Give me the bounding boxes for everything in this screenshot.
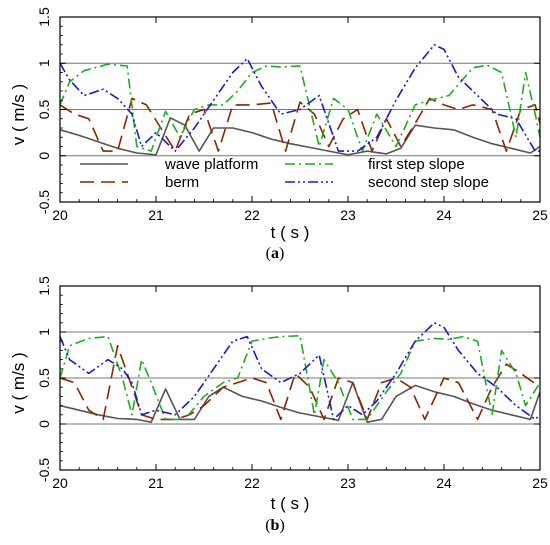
legend-label: wave platform [164, 156, 258, 173]
x-tick-label: 21 [148, 207, 164, 223]
y-tick-label: 0.5 [36, 100, 52, 120]
y-axis-label: v ( m/s ) [9, 352, 28, 413]
x-tick-label: 25 [532, 207, 548, 223]
series-line-berm [59, 97, 541, 152]
x-tick-label: 20 [52, 207, 68, 223]
series-line-second-step-slope [59, 321, 541, 421]
legend-label: second step slope [368, 174, 489, 191]
series-line-wave-platform [59, 117, 541, 156]
panel-label-part: a [271, 245, 279, 262]
series-line-first-step-slope [59, 63, 541, 152]
x-tick-label: 24 [436, 207, 452, 223]
y-tick-label: 1 [36, 59, 52, 67]
x-tick-label: 21 [148, 475, 164, 491]
panel-label-part: ( [266, 245, 271, 262]
x-tick-label: 25 [532, 475, 548, 491]
y-tick-label: 0.5 [36, 368, 52, 388]
panel-label: (a) [266, 245, 285, 262]
x-tick-label: 23 [340, 207, 356, 223]
x-axis-label: t ( s ) [271, 494, 310, 513]
y-tick-label: -0.5 [36, 458, 52, 482]
panel-label: (b) [265, 517, 285, 534]
panel-label-part: ) [279, 517, 284, 534]
y-axis-label: v ( m/s ) [9, 84, 28, 145]
x-tick-label: 22 [244, 475, 260, 491]
chart-panel-1: -0.5 0 0.5 1 1.5 20 21 22 23 24 25 t ( s ) v ( m/s )… [9, 276, 548, 534]
panel-label-part: ) [279, 245, 284, 262]
series-line-second-step-slope [59, 43, 540, 152]
series-line-first-step-slope [59, 334, 541, 421]
y-tick-label: 1.5 [36, 276, 52, 296]
y-tick-label: 1.5 [36, 7, 52, 27]
y-tick-label: 0 [36, 152, 52, 160]
x-axis-label: t ( s ) [271, 223, 310, 242]
x-tick-label: 20 [52, 475, 68, 491]
series-line-wave-platform [59, 381, 541, 424]
x-tick-label: 22 [244, 207, 260, 223]
panel-label-part: b [271, 517, 280, 534]
panel-label-part: ( [265, 517, 270, 534]
y-tick-label: 0 [36, 420, 52, 428]
x-tick-label: 24 [436, 475, 452, 491]
y-tick-label: -0.5 [36, 190, 52, 214]
legend-label: first step slope [368, 156, 465, 173]
x-tick-label: 23 [340, 475, 356, 491]
chart-panel-0: -0.5 0 0.5 1 1.5 20 21 22 23 24 25 t ( s ) v ( m/s )… [9, 7, 548, 262]
legend-label: berm [165, 174, 199, 191]
y-tick-label: 1 [36, 328, 52, 336]
